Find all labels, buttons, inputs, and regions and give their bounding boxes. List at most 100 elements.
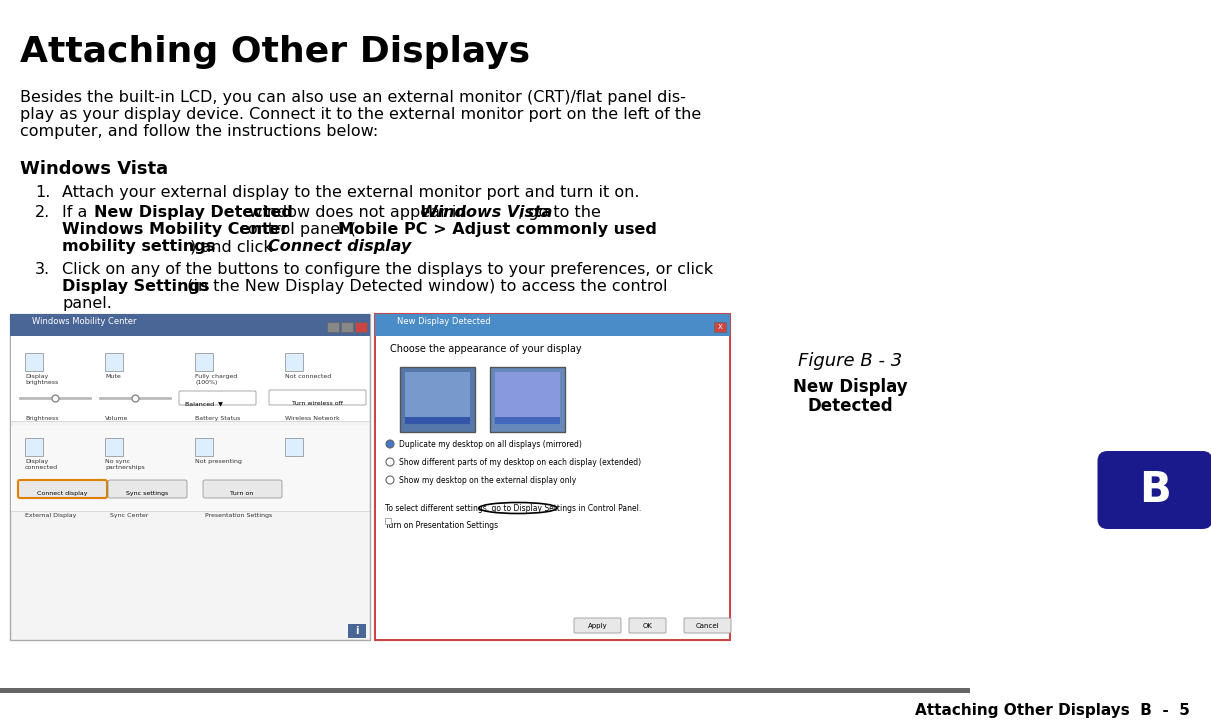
Text: ) and click: ) and click <box>189 239 277 254</box>
Text: control panel (: control panel ( <box>235 222 356 237</box>
Bar <box>11 426 369 511</box>
Bar <box>355 322 367 332</box>
Text: Cancel: Cancel <box>695 623 719 629</box>
Text: Detected: Detected <box>808 397 893 415</box>
Text: Turn on Presentation Settings: Turn on Presentation Settings <box>385 521 498 530</box>
Text: Volume: Volume <box>105 416 128 421</box>
Bar <box>195 353 213 371</box>
Text: 2.: 2. <box>35 205 50 220</box>
Bar <box>375 314 730 640</box>
Bar <box>404 417 470 424</box>
Text: Sync settings: Sync settings <box>126 491 168 496</box>
Text: play as your display device. Connect it to the external monitor port on the left: play as your display device. Connect it … <box>21 107 701 122</box>
Text: Sync Center: Sync Center <box>110 513 149 518</box>
Text: New Display Detected: New Display Detected <box>397 317 490 326</box>
Text: Turn on: Turn on <box>230 491 253 496</box>
Circle shape <box>386 440 394 448</box>
Text: Duplicate my desktop on all displays (mirrored): Duplicate my desktop on all displays (mi… <box>398 440 581 449</box>
Text: Windows Mobility Center: Windows Mobility Center <box>62 222 288 237</box>
Bar <box>105 353 124 371</box>
Bar <box>10 314 371 640</box>
Text: Show different parts of my desktop on each display (extended): Show different parts of my desktop on ea… <box>398 458 641 467</box>
Bar <box>348 624 366 638</box>
Text: Brightness: Brightness <box>25 416 58 421</box>
Bar <box>714 322 727 332</box>
FancyBboxPatch shape <box>108 480 186 498</box>
Text: Not connected: Not connected <box>285 374 332 379</box>
Bar <box>400 367 475 432</box>
Text: Apply: Apply <box>587 623 607 629</box>
Text: mobility settings: mobility settings <box>62 239 216 254</box>
Bar <box>25 438 44 456</box>
Text: Presentation Settings: Presentation Settings <box>205 513 272 518</box>
Bar <box>285 438 303 456</box>
Text: Not presenting: Not presenting <box>195 459 242 464</box>
Bar <box>342 322 352 332</box>
Text: Choose the appearance of your display: Choose the appearance of your display <box>390 344 581 354</box>
Text: Attach your external display to the external monitor port and turn it on.: Attach your external display to the exte… <box>62 185 639 200</box>
Text: Wireless Network: Wireless Network <box>285 416 340 421</box>
Text: , go to the: , go to the <box>517 205 601 220</box>
Bar <box>11 336 369 421</box>
Circle shape <box>386 476 394 484</box>
Bar <box>375 314 730 336</box>
Text: 1.: 1. <box>35 185 51 200</box>
Text: Turn wireless off: Turn wireless off <box>292 401 343 406</box>
Text: panel.: panel. <box>62 296 111 311</box>
Text: computer, and follow the instructions below:: computer, and follow the instructions be… <box>21 124 378 139</box>
Text: B: B <box>1140 469 1171 511</box>
Text: 3.: 3. <box>35 262 50 277</box>
Text: window does not appear in: window does not appear in <box>245 205 472 220</box>
Text: Attaching Other Displays: Attaching Other Displays <box>21 35 530 69</box>
Circle shape <box>386 458 394 466</box>
Bar <box>105 438 124 456</box>
Text: OK: OK <box>643 623 653 629</box>
FancyBboxPatch shape <box>18 480 107 498</box>
Text: If a: If a <box>62 205 92 220</box>
Text: Attaching Other Displays  B  -  5: Attaching Other Displays B - 5 <box>916 703 1190 718</box>
Text: Mute: Mute <box>105 374 121 379</box>
FancyBboxPatch shape <box>684 618 731 633</box>
Text: Mobile PC > Adjust commonly used: Mobile PC > Adjust commonly used <box>339 222 658 237</box>
FancyBboxPatch shape <box>574 618 621 633</box>
FancyBboxPatch shape <box>629 618 666 633</box>
Bar <box>327 322 339 332</box>
Text: Balanced  ▼: Balanced ▼ <box>185 401 223 406</box>
Bar <box>385 518 391 524</box>
Text: To select different settings, go to Display Settings in Control Panel.: To select different settings, go to Disp… <box>385 504 642 513</box>
Text: Display
brightness: Display brightness <box>25 374 58 385</box>
Text: Show my desktop on the external display only: Show my desktop on the external display … <box>398 476 576 485</box>
Text: No sync
partnerships: No sync partnerships <box>105 459 145 470</box>
Text: External Display: External Display <box>25 513 76 518</box>
Text: X: X <box>718 324 723 330</box>
Bar <box>495 372 559 422</box>
Bar <box>495 417 559 424</box>
Text: Connect display: Connect display <box>268 239 411 254</box>
FancyBboxPatch shape <box>179 391 256 405</box>
Text: Connect display: Connect display <box>36 491 87 496</box>
Bar <box>0 688 970 693</box>
Bar <box>490 367 566 432</box>
Text: .: . <box>380 239 385 254</box>
Text: Figure B - 3: Figure B - 3 <box>798 352 902 370</box>
Text: New Display Detected: New Display Detected <box>94 205 293 220</box>
Bar <box>10 314 371 336</box>
Text: Besides the built-in LCD, you can also use an external monitor (CRT)/flat panel : Besides the built-in LCD, you can also u… <box>21 90 685 105</box>
Text: Display
connected: Display connected <box>25 459 58 470</box>
FancyBboxPatch shape <box>269 390 366 405</box>
Text: Fully charged
(100%): Fully charged (100%) <box>195 374 237 385</box>
FancyBboxPatch shape <box>203 480 282 498</box>
Bar <box>285 353 303 371</box>
Bar <box>195 438 213 456</box>
Bar <box>25 353 44 371</box>
Text: i: i <box>355 626 358 636</box>
Text: Windows Vista: Windows Vista <box>420 205 552 220</box>
Text: Windows Mobility Center: Windows Mobility Center <box>31 317 137 326</box>
Text: Click on any of the buttons to configure the displays to your preferences, or cl: Click on any of the buttons to configure… <box>62 262 713 277</box>
FancyBboxPatch shape <box>1097 451 1211 529</box>
Text: Windows Vista: Windows Vista <box>21 160 168 178</box>
Text: Battery Status: Battery Status <box>195 416 240 421</box>
Bar <box>375 336 729 639</box>
Bar <box>404 372 470 422</box>
Text: Display Settings: Display Settings <box>62 279 210 294</box>
